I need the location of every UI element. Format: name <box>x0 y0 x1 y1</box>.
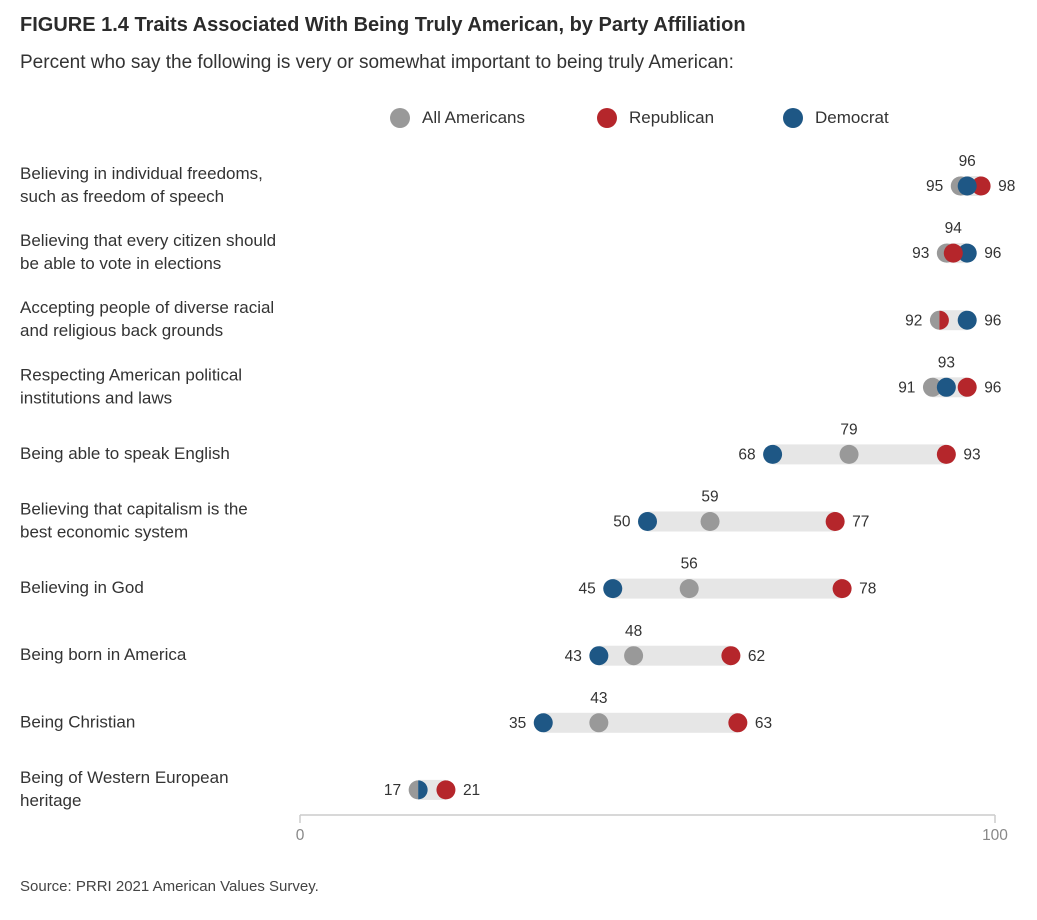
legend: All Americans Republican Democrat <box>0 108 1037 132</box>
dot-democrat-2 <box>957 310 977 330</box>
dot-all-6 <box>679 579 699 599</box>
dot-all-democrat-9-left <box>408 780 419 800</box>
legend-item-republican: Republican <box>597 108 714 128</box>
category-label-2-line-0: Accepting people of diverse racial <box>20 298 274 317</box>
legend-dot-democrat <box>783 108 803 128</box>
range-bar-8 <box>543 712 738 733</box>
value-label-democrat-7: 43 <box>565 648 582 665</box>
dot-democrat-0 <box>957 176 977 196</box>
value-label-democrat-4: 68 <box>738 446 755 463</box>
category-label-1-line-0: Believing that every citizen should <box>20 231 276 250</box>
dot-republican-3 <box>957 377 977 397</box>
value-label-republican-8: 63 <box>755 715 772 732</box>
value-label-all-4: 79 <box>840 421 857 438</box>
value-label-all-5: 59 <box>701 489 718 506</box>
legend-item-all-americans: All Americans <box>390 108 525 128</box>
value-label-all-0: 95 <box>926 178 943 195</box>
x-tick-label-100: 100 <box>982 827 1008 844</box>
value-label-high-9: 21 <box>463 782 480 799</box>
dot-democrat-8 <box>533 713 553 733</box>
value-label-all-1: 93 <box>912 245 929 262</box>
value-label-all-8: 43 <box>590 690 607 707</box>
dot-all-7 <box>624 646 644 666</box>
dot-all-3 <box>922 377 942 397</box>
category-label-6-line-0: Believing in God <box>20 578 144 597</box>
dot-democrat-4 <box>763 444 783 464</box>
dot-democrat-5 <box>638 512 657 531</box>
value-label-democrat-1: 96 <box>984 245 1001 262</box>
value-label-high-2: 96 <box>984 312 1001 329</box>
category-label-8-line-0: Being Christian <box>20 712 135 731</box>
value-label-republican-1: 94 <box>945 220 963 237</box>
legend-label-democrat: Democrat <box>815 108 889 127</box>
category-label-9-line-0: Being of Western European <box>20 768 229 787</box>
value-label-democrat-8: 35 <box>509 715 526 732</box>
category-label-0-line-0: Believing in individual freedoms, <box>20 164 263 183</box>
dot-republican-8 <box>728 713 748 733</box>
range-bar-4 <box>772 444 947 465</box>
category-label-3-line-1: institutions and laws <box>20 388 172 407</box>
legend-dot-republican <box>597 108 617 128</box>
range-bar-5 <box>647 511 836 532</box>
category-label-5-line-1: best economic system <box>20 522 188 541</box>
dot-republican-6 <box>832 579 852 599</box>
value-label-all-7: 48 <box>625 623 642 640</box>
dot-plot: 0 100 Believing in individual freedoms, suc… <box>20 153 1015 844</box>
dot-all-republican-2-right <box>939 310 949 330</box>
dot-democrat-6 <box>603 579 623 599</box>
x-tick-label-0: 0 <box>296 827 305 844</box>
value-label-all-3: 91 <box>898 379 915 396</box>
dot-republican-9 <box>436 780 456 800</box>
value-label-democrat-3: 93 <box>938 354 955 371</box>
value-label-republican-6: 78 <box>859 581 876 598</box>
chart-subtitle: Percent who say the following is very or… <box>20 52 734 73</box>
dot-all-4 <box>839 444 859 464</box>
dot-democrat-3 <box>936 377 956 397</box>
value-label-low-9: 17 <box>384 782 401 799</box>
value-label-democrat-5: 50 <box>613 514 631 531</box>
range-bar-7 <box>598 645 731 666</box>
category-label-7-line-0: Being born in America <box>20 645 187 664</box>
value-label-republican-5: 77 <box>852 514 869 531</box>
legend-item-democrat: Democrat <box>783 108 889 128</box>
category-label-3-line-0: Respecting American political <box>20 365 242 384</box>
category-label-9-line-1: heritage <box>20 791 81 810</box>
value-label-republican-7: 62 <box>748 648 765 665</box>
source-note: Source: PRRI 2021 American Values Survey… <box>20 878 319 895</box>
chart-title: FIGURE 1.4 Traits Associated With Being … <box>20 14 746 36</box>
category-label-4-line-0: Being able to speak English <box>20 444 230 463</box>
dot-republican-0 <box>971 176 991 196</box>
category-label-2-line-1: and religious back grounds <box>20 321 223 340</box>
value-label-democrat-6: 45 <box>579 581 596 598</box>
value-label-republican-4: 93 <box>963 446 980 463</box>
dot-republican-7 <box>721 646 741 666</box>
dot-republican-4 <box>936 444 956 464</box>
legend-dot-all-americans <box>390 108 410 128</box>
value-label-republican-3: 96 <box>984 379 1001 396</box>
value-label-democrat-0: 96 <box>959 153 976 170</box>
dot-all-8 <box>589 713 609 733</box>
dot-republican-5 <box>825 512 845 531</box>
dot-democrat-1 <box>957 243 977 263</box>
dot-republican-1 <box>943 243 963 263</box>
dot-all-republican-2-left <box>929 310 940 330</box>
legend-label-all-americans: All Americans <box>422 108 525 127</box>
dot-all-democrat-9-right <box>418 780 428 800</box>
category-label-5-line-0: Believing that capitalism is the <box>20 499 248 518</box>
category-label-1-line-1: be able to vote in elections <box>20 254 221 273</box>
range-bar-6 <box>612 578 843 599</box>
dot-democrat-7 <box>589 646 609 666</box>
value-label-low-2: 92 <box>905 312 922 329</box>
value-label-all-6: 56 <box>681 556 698 573</box>
dot-all-5 <box>700 512 720 531</box>
legend-label-republican: Republican <box>629 108 715 127</box>
category-label-0-line-1: such as freedom of speech <box>20 187 224 206</box>
value-label-republican-0: 98 <box>998 178 1015 195</box>
